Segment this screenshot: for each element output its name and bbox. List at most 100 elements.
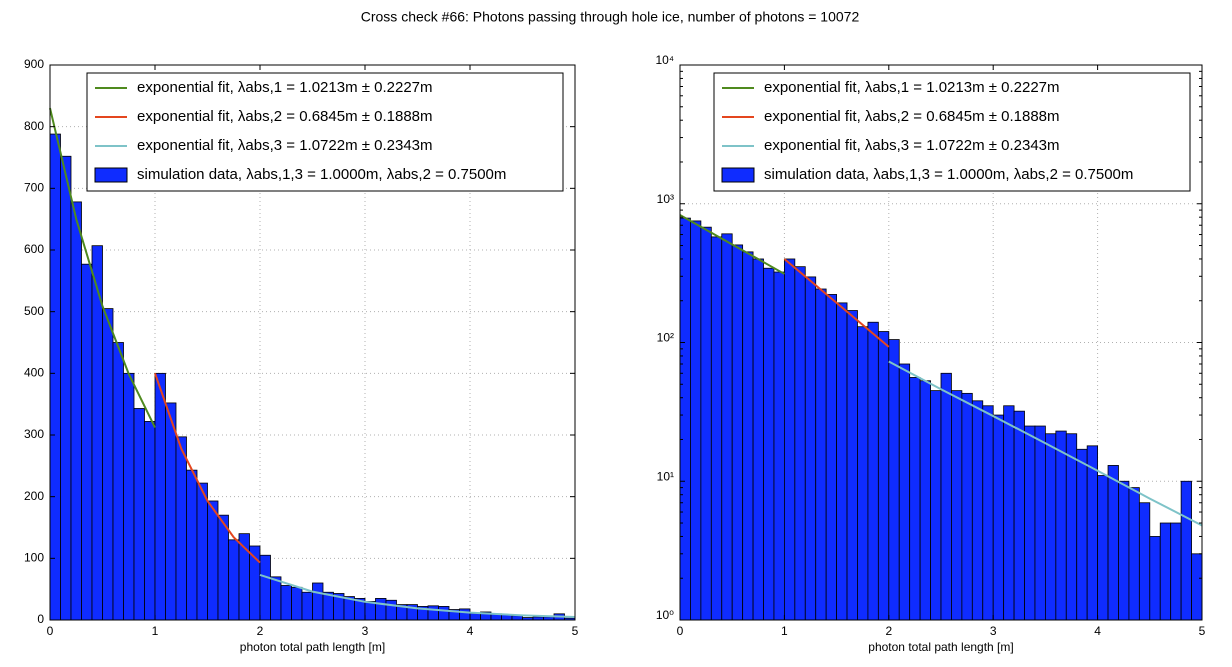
bar: [1034, 425, 1046, 621]
bar: [291, 586, 303, 621]
x-tick-label: 1: [781, 624, 788, 638]
bar: [940, 372, 952, 621]
bar: [961, 392, 973, 621]
fit-line: [49, 107, 156, 429]
bar: [438, 606, 450, 621]
bar: [825, 294, 837, 621]
x-tick-label: 5: [572, 624, 579, 638]
bar: [270, 576, 282, 621]
bar: [1170, 522, 1182, 621]
y-tick-label: 600: [24, 242, 44, 256]
y-tick-label: 10¹: [657, 469, 674, 483]
legend-label: simulation data, λabs,1,3 = 1.0000m, λab…: [137, 166, 506, 183]
bar: [280, 585, 292, 621]
bar: [763, 267, 775, 621]
bar: [1013, 410, 1025, 621]
bar: [1180, 480, 1192, 621]
bar: [511, 615, 523, 621]
bar: [1045, 433, 1057, 621]
y-tick-label: 200: [24, 489, 44, 503]
bar: [154, 372, 166, 621]
y-tick-label: 10⁴: [655, 53, 674, 67]
legend-label: exponential fit, λabs,2 = 0.6845m ± 0.18…: [137, 108, 433, 125]
bar: [49, 133, 61, 621]
bar: [951, 390, 963, 621]
y-tick-label: 500: [24, 304, 44, 318]
bar: [207, 500, 219, 621]
bar: [144, 421, 156, 621]
y-tick-label: 10³: [657, 192, 674, 206]
bar: [919, 380, 931, 621]
bar: [1159, 522, 1172, 621]
fit-line: [154, 373, 261, 564]
x-tick-label: 4: [1094, 624, 1101, 638]
legend-box: [86, 72, 564, 192]
bar: [385, 599, 397, 621]
bar: [312, 582, 324, 621]
bar: [1076, 448, 1088, 621]
bar: [228, 539, 240, 621]
bar: [1065, 433, 1078, 621]
bar: [375, 598, 387, 621]
bar: [992, 414, 1005, 621]
bar: [1138, 502, 1151, 621]
x-tick-label: 1: [152, 624, 159, 638]
bar: [123, 372, 135, 621]
bar: [301, 591, 313, 621]
legend-label: exponential fit, λabs,1 = 1.0213m ± 0.22…: [137, 79, 433, 96]
fit-line: [679, 214, 785, 275]
bar: [133, 408, 145, 621]
bar: [888, 339, 900, 621]
bar: [60, 155, 72, 621]
x-axis-label: photon total path length [m]: [240, 640, 385, 654]
y-tick-label: 100: [24, 551, 44, 565]
bar: [1128, 487, 1140, 621]
bar: [175, 436, 187, 621]
legend-label: exponential fit, λabs,1 = 1.0213m ± 0.22…: [764, 79, 1060, 96]
legend-label: exponential fit, λabs,2 = 0.6845m ± 0.18…: [764, 108, 1060, 125]
legend-label: exponential fit, λabs,3 = 1.0722m ± 0.23…: [764, 137, 1060, 154]
bar: [102, 308, 114, 621]
bar: [752, 258, 764, 621]
figure-title: Cross check #66: Photons passing through…: [361, 9, 860, 25]
legend-label: exponential fit, λabs,3 = 1.0722m ± 0.23…: [137, 137, 433, 154]
bar: [804, 276, 817, 621]
y-tick-label: 0: [37, 612, 44, 626]
bar: [982, 405, 994, 621]
legend-box: [713, 72, 1191, 192]
x-tick-label: 2: [885, 624, 892, 638]
bar: [690, 220, 702, 621]
x-tick-label: 5: [1199, 624, 1206, 638]
bar: [836, 302, 848, 621]
x-tick-label: 3: [362, 624, 369, 638]
bar: [186, 469, 198, 621]
fit-line: [888, 360, 1203, 527]
x-tick-label: 0: [677, 624, 684, 638]
x-tick-label: 4: [467, 624, 474, 638]
bar: [165, 402, 177, 621]
y-tick-label: 400: [24, 366, 44, 380]
fit-line: [783, 258, 890, 348]
bar: [679, 217, 691, 621]
bar: [867, 321, 879, 621]
bar: [1003, 405, 1015, 621]
y-tick-label: 10²: [657, 331, 674, 345]
bar: [259, 554, 271, 621]
bar: [70, 201, 82, 621]
bar: [710, 236, 723, 621]
bar: [217, 514, 229, 621]
bar: [112, 342, 124, 621]
bar: [877, 331, 890, 621]
plot-frame: [49, 64, 576, 621]
bar: [1191, 553, 1203, 621]
y-tick-label: 300: [24, 427, 44, 441]
bar: [81, 263, 93, 621]
bar: [364, 601, 376, 621]
bar: [815, 288, 827, 621]
bar: [857, 326, 869, 621]
y-tick-label: 900: [24, 57, 44, 71]
legend-label: simulation data, λabs,1,3 = 1.0000m, λab…: [764, 166, 1133, 183]
bar: [1055, 430, 1067, 621]
bar: [721, 233, 733, 621]
bar: [971, 400, 984, 621]
